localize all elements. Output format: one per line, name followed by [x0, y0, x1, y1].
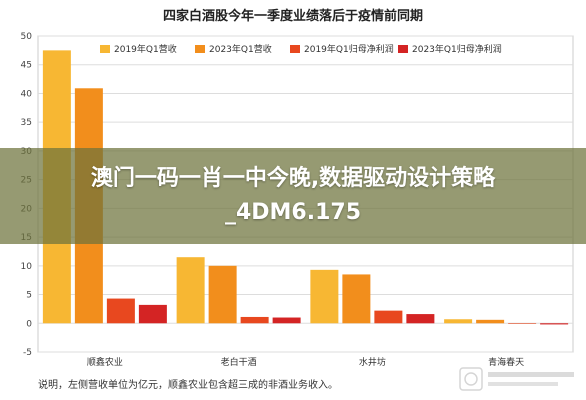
chart-title: 四家白酒股今年一季度业绩落后于疫情前同期: [163, 8, 423, 24]
y-tick-label: 35: [21, 118, 32, 128]
legend-label: 2019年Q1归母净利润: [304, 43, 394, 55]
bar: [342, 274, 371, 324]
chart-note: 说明，左侧营收单位为亿元，顺鑫农业包含超三成的非酒业务收入。: [38, 378, 338, 391]
y-tick-label: -5: [23, 348, 32, 358]
bar: [476, 319, 505, 324]
bar: [240, 316, 269, 324]
legend-swatch: [290, 45, 300, 53]
overlay-banner: 澳门一码一肖一中今晚,数据驱动设计策略_4DM6.175: [0, 148, 586, 244]
x-axis: 顺鑫农业 老白干酒 水井坊 青海春天: [87, 356, 524, 368]
bar: [406, 314, 435, 324]
y-tick-label: 5: [26, 291, 32, 301]
bar: [106, 298, 135, 324]
legend-swatch: [100, 45, 110, 53]
bar: [444, 319, 473, 324]
watermark-logo-icon: [459, 367, 574, 391]
x-tick-label: 老白干酒: [221, 356, 257, 368]
y-tick-label: 50: [21, 32, 33, 42]
bar: [310, 269, 339, 324]
y-tick-label: 40: [21, 89, 33, 99]
bar: [208, 265, 237, 324]
bar: [272, 317, 301, 324]
legend-swatch: [195, 45, 205, 53]
legend-swatch: [398, 45, 408, 53]
legend-label: 2023年Q1归母净利润: [412, 43, 502, 55]
bar: [138, 304, 167, 324]
bar: [374, 310, 403, 324]
legend: 2019年Q1营收 2023年Q1营收 2019年Q1归母净利润 2023年Q1归母净…: [100, 43, 502, 55]
bar: [508, 323, 537, 324]
bar: [176, 257, 205, 324]
legend-label: 2023年Q1营收: [209, 43, 272, 55]
y-tick-label: 10: [21, 262, 33, 272]
y-tick-label: 45: [21, 61, 32, 71]
legend-label: 2019年Q1营收: [114, 43, 177, 55]
x-tick-label: 青海春天: [488, 356, 524, 368]
bar: [540, 323, 569, 325]
x-tick-label: 顺鑫农业: [87, 356, 123, 368]
y-tick-label: 0: [26, 319, 32, 329]
banner-text: 澳门一码一肖一中今晚,数据驱动设计策略_4DM6.175: [90, 166, 496, 225]
x-tick-label: 水井坊: [359, 356, 386, 368]
